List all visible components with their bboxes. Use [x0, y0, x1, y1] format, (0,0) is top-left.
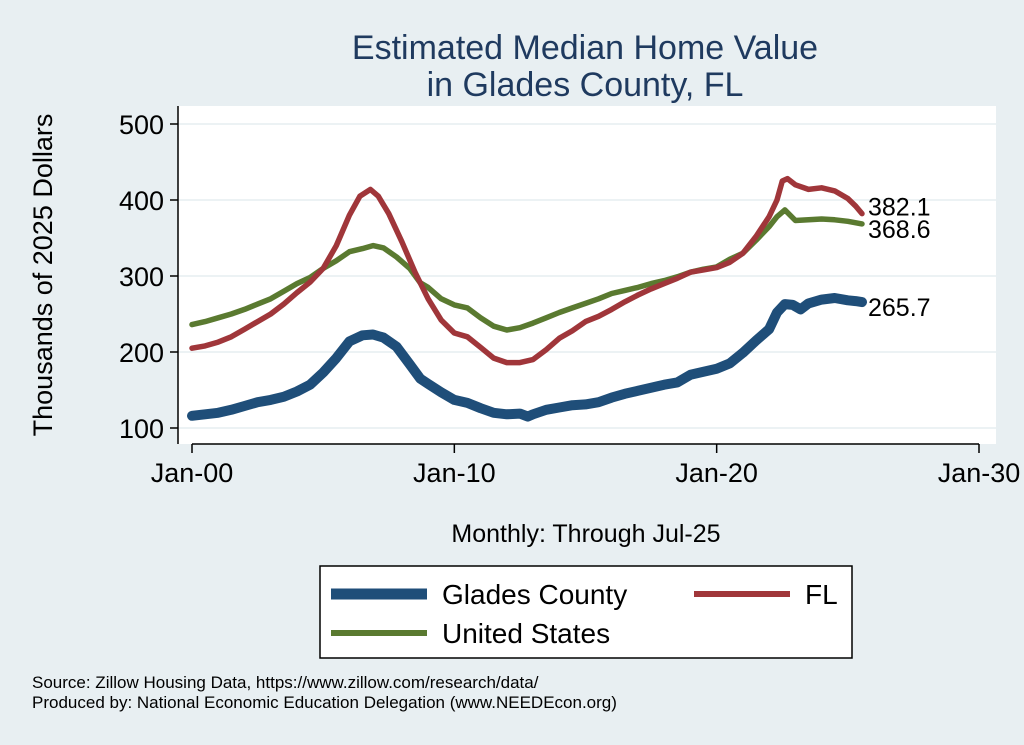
- y-axis-label: Thousands of 2025 Dollars: [28, 114, 58, 437]
- y-tick-label-500: 500: [119, 110, 164, 140]
- legend-label-fl: FL: [805, 579, 838, 610]
- end-label-fl: 382.1: [868, 194, 931, 222]
- x-tick-label-2000: Jan-00: [151, 458, 234, 488]
- axes: 100 200 300 400 500 Jan-00 Jan-10 Jan-20 Jan-30: [119, 106, 1020, 488]
- x-tick-label-2010: Jan-10: [413, 458, 496, 488]
- end-label-united-states: 368.6: [868, 216, 931, 244]
- y-tick-label-100: 100: [119, 414, 164, 444]
- source-note: Source: Zillow Housing Data, https://www…: [32, 673, 539, 692]
- series-line-fl: [189, 175, 865, 366]
- x-tick-label-2020: Jan-20: [675, 458, 758, 488]
- legend: Glades County FL United States: [319, 565, 853, 659]
- producer-note: Produced by: National Economic Education…: [32, 693, 617, 712]
- series-line-glades-county: [187, 293, 867, 422]
- x-axis-label: Monthly: Through Jul-25: [451, 520, 720, 548]
- legend-label-glades: Glades County: [442, 579, 627, 610]
- end-label-glades-county: 265.7: [868, 294, 931, 322]
- legend-box: [319, 565, 853, 659]
- chart-title-line-2: in Glades County, FL: [426, 66, 744, 104]
- y-tick-label-400: 400: [119, 186, 164, 216]
- x-tick-label-2030: Jan-30: [938, 458, 1021, 488]
- legend-label-us: United States: [442, 618, 610, 649]
- series-lines: [187, 175, 867, 422]
- y-tick-label-200: 200: [119, 338, 164, 368]
- chart-title-line-1: Estimated Median Home Value: [351, 29, 819, 67]
- y-tick-label-300: 300: [119, 262, 164, 292]
